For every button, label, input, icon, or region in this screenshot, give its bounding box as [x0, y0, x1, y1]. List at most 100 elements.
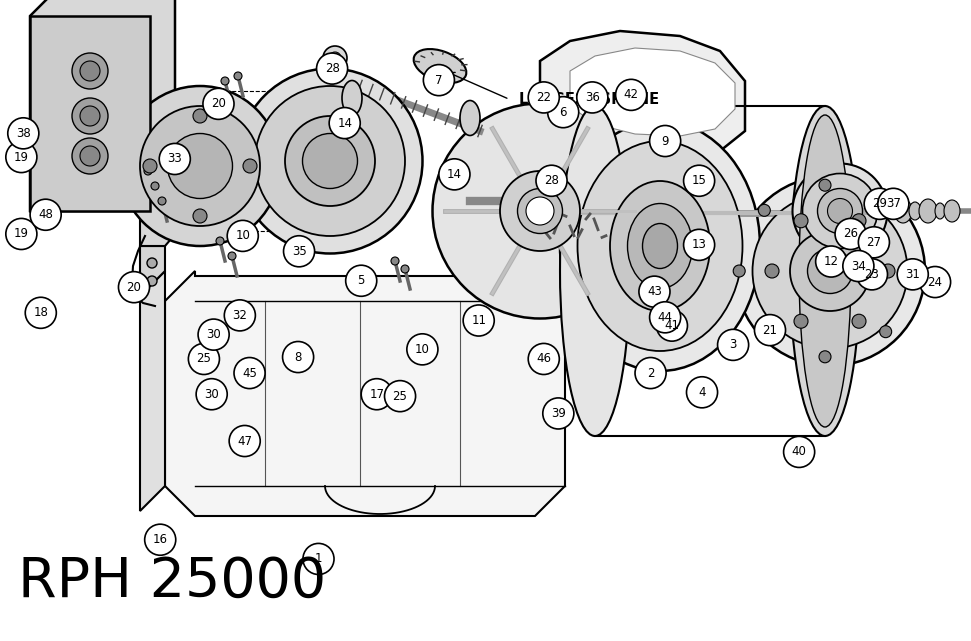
- Circle shape: [227, 221, 258, 251]
- Circle shape: [323, 46, 347, 70]
- Circle shape: [284, 236, 315, 267]
- Text: 15: 15: [691, 174, 707, 187]
- Text: 14: 14: [447, 168, 462, 181]
- Text: 28: 28: [544, 174, 559, 187]
- Polygon shape: [140, 246, 165, 296]
- Circle shape: [543, 398, 574, 429]
- Ellipse shape: [560, 106, 630, 436]
- Circle shape: [858, 227, 889, 258]
- Circle shape: [143, 159, 157, 173]
- Circle shape: [317, 53, 348, 84]
- Ellipse shape: [578, 141, 743, 351]
- Circle shape: [880, 204, 891, 216]
- Circle shape: [30, 199, 61, 230]
- Text: 30: 30: [206, 328, 221, 341]
- Circle shape: [881, 264, 895, 278]
- Circle shape: [203, 88, 234, 119]
- Circle shape: [765, 264, 779, 278]
- Ellipse shape: [790, 106, 860, 436]
- Text: 6: 6: [559, 106, 567, 119]
- Ellipse shape: [560, 121, 760, 371]
- Ellipse shape: [500, 171, 580, 251]
- Circle shape: [684, 165, 715, 196]
- Polygon shape: [540, 31, 745, 156]
- Circle shape: [650, 302, 681, 333]
- Circle shape: [758, 204, 770, 216]
- Circle shape: [816, 246, 847, 277]
- Circle shape: [635, 358, 666, 388]
- Ellipse shape: [255, 86, 405, 236]
- Circle shape: [283, 342, 314, 372]
- Circle shape: [897, 259, 928, 290]
- Text: 46: 46: [536, 353, 552, 365]
- Circle shape: [650, 126, 681, 156]
- Text: 32: 32: [232, 309, 248, 322]
- Text: 18: 18: [33, 306, 49, 319]
- Ellipse shape: [526, 197, 554, 225]
- Circle shape: [329, 52, 341, 64]
- Circle shape: [80, 61, 100, 81]
- Text: 8: 8: [294, 351, 302, 363]
- Circle shape: [385, 381, 416, 412]
- Circle shape: [401, 265, 409, 273]
- Ellipse shape: [935, 203, 945, 219]
- Circle shape: [188, 344, 219, 374]
- Circle shape: [147, 276, 157, 286]
- Text: 29: 29: [872, 197, 887, 210]
- Circle shape: [794, 314, 808, 328]
- Text: 25: 25: [196, 353, 212, 365]
- Ellipse shape: [753, 194, 908, 349]
- Circle shape: [224, 300, 255, 331]
- Text: 26: 26: [843, 228, 858, 240]
- Circle shape: [361, 379, 392, 410]
- Text: 20: 20: [211, 97, 226, 110]
- Text: 25: 25: [392, 390, 408, 403]
- Text: 31: 31: [905, 268, 921, 281]
- Circle shape: [528, 344, 559, 374]
- Ellipse shape: [342, 81, 362, 115]
- Text: 19: 19: [14, 151, 29, 163]
- Circle shape: [145, 524, 176, 555]
- Ellipse shape: [799, 115, 851, 427]
- Circle shape: [234, 72, 242, 80]
- Text: 14: 14: [337, 117, 352, 129]
- Polygon shape: [30, 0, 175, 211]
- Text: 10: 10: [235, 229, 251, 242]
- Text: 23: 23: [864, 268, 880, 281]
- Circle shape: [878, 188, 909, 219]
- Text: 2: 2: [647, 367, 654, 379]
- Circle shape: [159, 144, 190, 174]
- Circle shape: [528, 82, 559, 113]
- Circle shape: [8, 118, 39, 149]
- Text: 4: 4: [698, 386, 706, 399]
- Ellipse shape: [414, 49, 466, 83]
- Ellipse shape: [120, 86, 280, 246]
- Text: 34: 34: [851, 260, 866, 272]
- Circle shape: [196, 379, 227, 410]
- Ellipse shape: [460, 101, 480, 135]
- Circle shape: [819, 351, 831, 363]
- Circle shape: [463, 305, 494, 336]
- Ellipse shape: [432, 103, 648, 319]
- Circle shape: [864, 188, 895, 219]
- Circle shape: [819, 179, 831, 191]
- Text: 11: 11: [471, 314, 486, 327]
- Text: 16: 16: [152, 533, 168, 546]
- Circle shape: [616, 79, 647, 110]
- Text: 22: 22: [536, 91, 552, 104]
- Ellipse shape: [168, 133, 232, 199]
- Circle shape: [221, 77, 229, 85]
- Circle shape: [835, 219, 866, 249]
- Circle shape: [72, 138, 108, 174]
- Circle shape: [686, 377, 718, 408]
- Text: 35: 35: [291, 245, 307, 258]
- Circle shape: [784, 437, 815, 467]
- Circle shape: [391, 257, 399, 265]
- Ellipse shape: [140, 106, 260, 226]
- Circle shape: [243, 159, 257, 173]
- Ellipse shape: [792, 163, 887, 258]
- Polygon shape: [30, 16, 150, 211]
- Circle shape: [158, 197, 166, 205]
- Ellipse shape: [735, 176, 925, 366]
- Circle shape: [920, 267, 951, 297]
